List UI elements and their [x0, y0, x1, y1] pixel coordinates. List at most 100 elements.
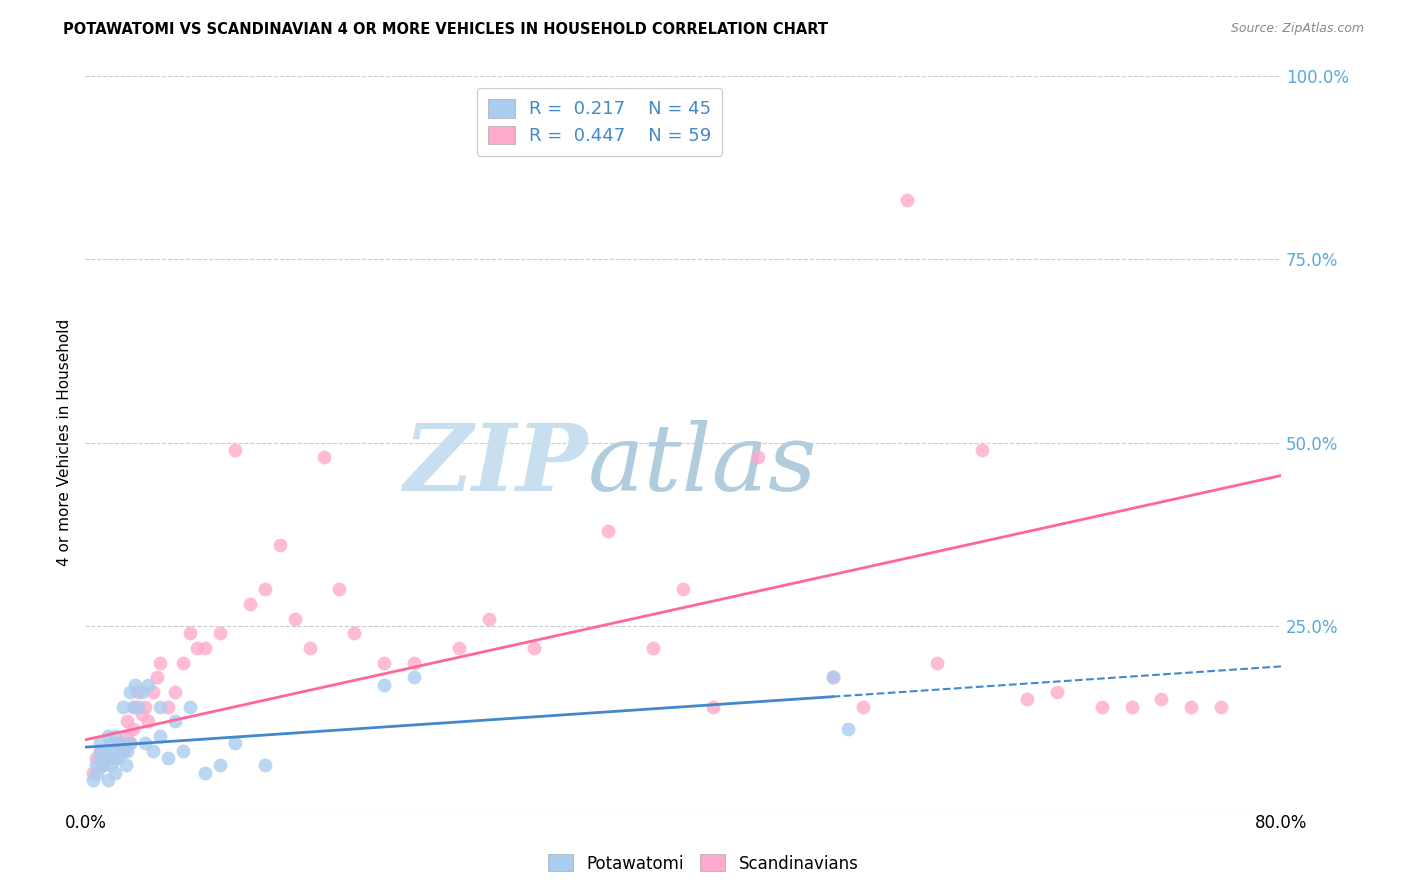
- Point: [447, 641, 470, 656]
- Point: [208, 626, 231, 640]
- Point: [172, 656, 194, 670]
- Point: [269, 538, 291, 552]
- Point: [821, 670, 844, 684]
- Point: [104, 765, 127, 780]
- Point: [89, 744, 111, 758]
- Point: [111, 744, 134, 758]
- Legend: R =  0.217    N = 45, R =  0.447    N = 59: R = 0.217 N = 45, R = 0.447 N = 59: [477, 88, 723, 156]
- Point: [179, 699, 201, 714]
- Point: [91, 758, 114, 772]
- Point: [373, 678, 395, 692]
- Point: [404, 656, 426, 670]
- Point: [179, 626, 201, 640]
- Point: [120, 736, 142, 750]
- Point: [89, 744, 111, 758]
- Text: Source: ZipAtlas.com: Source: ZipAtlas.com: [1230, 22, 1364, 36]
- Point: [343, 626, 366, 640]
- Point: [142, 685, 165, 699]
- Point: [115, 744, 138, 758]
- Point: [89, 736, 111, 750]
- Point: [89, 751, 111, 765]
- Point: [747, 450, 769, 465]
- Point: [111, 744, 134, 758]
- Point: [194, 765, 217, 780]
- Point: [127, 699, 149, 714]
- Point: [134, 736, 156, 750]
- Point: [239, 597, 262, 611]
- Point: [314, 450, 336, 465]
- Point: [970, 442, 993, 457]
- Point: [114, 729, 136, 743]
- Point: [84, 751, 107, 765]
- Point: [328, 582, 350, 597]
- Point: [136, 678, 159, 692]
- Point: [100, 758, 122, 772]
- Point: [1211, 699, 1233, 714]
- Point: [1091, 699, 1114, 714]
- Point: [172, 744, 194, 758]
- Point: [97, 751, 120, 765]
- Point: [107, 751, 129, 765]
- Point: [927, 656, 949, 670]
- Point: [1121, 699, 1143, 714]
- Point: [373, 656, 395, 670]
- Legend: Potawatomi, Scandinavians: Potawatomi, Scandinavians: [541, 847, 865, 880]
- Point: [82, 773, 104, 788]
- Point: [91, 758, 114, 772]
- Point: [97, 729, 120, 743]
- Point: [97, 751, 120, 765]
- Point: [1046, 685, 1069, 699]
- Point: [100, 736, 122, 750]
- Point: [136, 714, 159, 729]
- Point: [702, 699, 724, 714]
- Point: [156, 751, 179, 765]
- Point: [107, 736, 129, 750]
- Point: [101, 744, 124, 758]
- Point: [131, 707, 153, 722]
- Point: [298, 641, 321, 656]
- Point: [120, 685, 142, 699]
- Text: ZIP: ZIP: [404, 419, 588, 509]
- Point: [149, 729, 172, 743]
- Point: [86, 765, 108, 780]
- Point: [837, 722, 859, 736]
- Point: [142, 744, 165, 758]
- Y-axis label: 4 or more Vehicles in Household: 4 or more Vehicles in Household: [58, 319, 72, 566]
- Point: [97, 773, 120, 788]
- Point: [115, 714, 138, 729]
- Point: [146, 670, 169, 684]
- Point: [478, 612, 501, 626]
- Point: [127, 685, 149, 699]
- Point: [122, 699, 145, 714]
- Point: [284, 612, 307, 626]
- Point: [163, 714, 186, 729]
- Point: [1015, 692, 1038, 706]
- Point: [186, 641, 208, 656]
- Point: [120, 736, 142, 750]
- Point: [821, 670, 844, 684]
- Point: [84, 758, 107, 772]
- Point: [523, 641, 546, 656]
- Point: [253, 758, 276, 772]
- Point: [131, 685, 153, 699]
- Point: [94, 744, 117, 758]
- Point: [672, 582, 695, 597]
- Point: [124, 699, 146, 714]
- Point: [104, 751, 127, 765]
- Point: [111, 699, 134, 714]
- Point: [149, 699, 172, 714]
- Point: [134, 699, 156, 714]
- Point: [149, 656, 172, 670]
- Point: [253, 582, 276, 597]
- Point: [104, 751, 127, 765]
- Point: [851, 699, 873, 714]
- Point: [208, 758, 231, 772]
- Text: POTAWATOMI VS SCANDINAVIAN 4 OR MORE VEHICLES IN HOUSEHOLD CORRELATION CHART: POTAWATOMI VS SCANDINAVIAN 4 OR MORE VEH…: [63, 22, 828, 37]
- Point: [1180, 699, 1202, 714]
- Point: [156, 699, 179, 714]
- Point: [404, 670, 426, 684]
- Point: [1150, 692, 1173, 706]
- Point: [163, 685, 186, 699]
- Point: [108, 736, 131, 750]
- Point: [224, 736, 246, 750]
